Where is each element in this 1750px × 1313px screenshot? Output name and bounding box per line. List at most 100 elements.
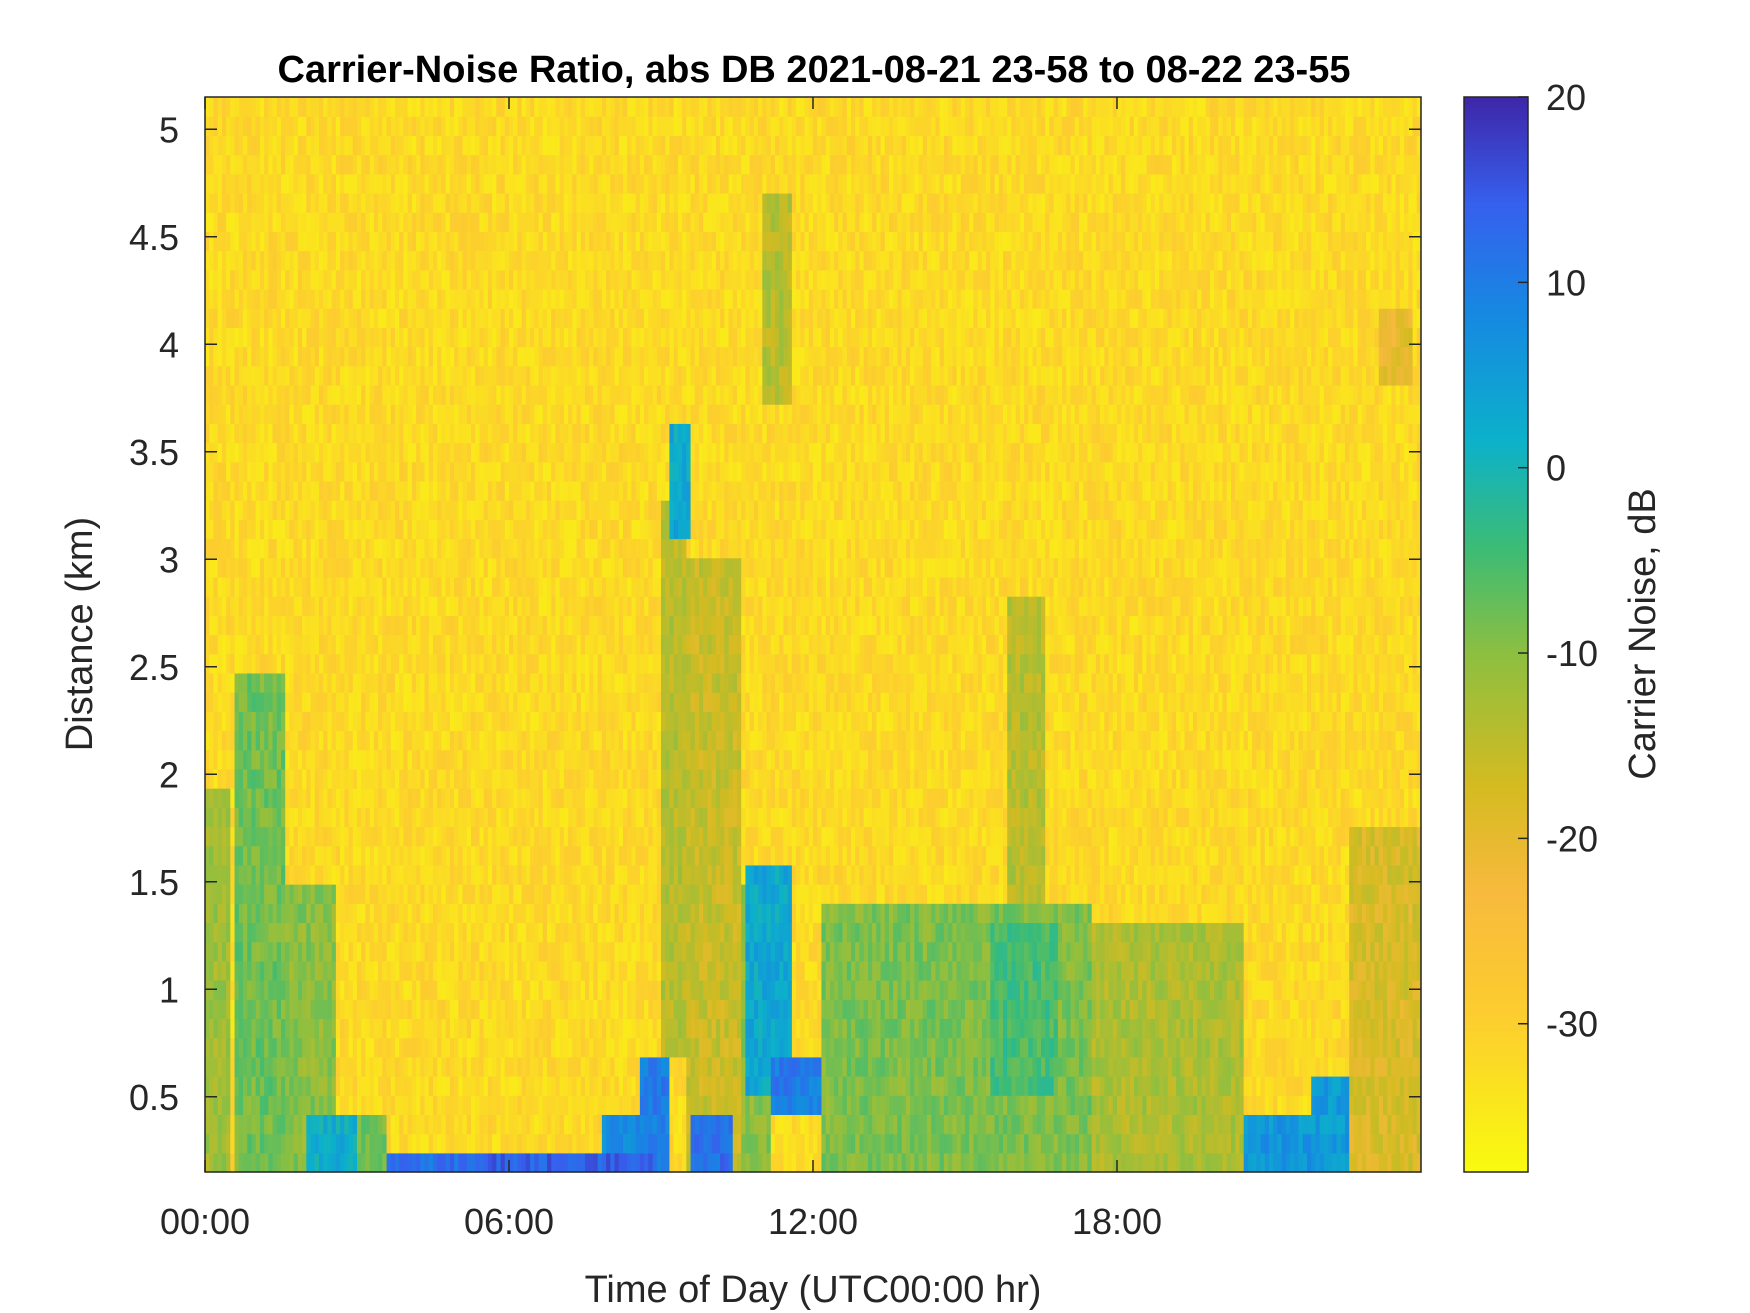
heatmap-cell [543, 750, 548, 770]
heatmap-cell [365, 404, 370, 424]
heatmap-cell [298, 922, 303, 942]
heatmap-cell [454, 1057, 459, 1077]
heatmap-cell [555, 654, 560, 674]
heatmap-cell [530, 730, 535, 750]
heatmap-cell [277, 1057, 282, 1077]
heatmap-cell [420, 212, 425, 232]
heatmap-cell [484, 577, 489, 597]
heatmap-cell [517, 942, 522, 962]
heatmap-cell [353, 289, 358, 309]
heatmap-cell [475, 289, 480, 309]
heatmap-cell [420, 155, 425, 175]
heatmap-cell [555, 97, 560, 117]
heatmap-cell [560, 1076, 565, 1096]
heatmap-cell [344, 635, 349, 655]
heatmap-cell [522, 1038, 527, 1058]
heatmap-cell [365, 788, 370, 808]
heatmap-cell [467, 615, 472, 635]
heatmap-cell [247, 1018, 252, 1038]
heatmap-cell [315, 635, 320, 655]
heatmap-cell [323, 673, 328, 693]
heatmap-cell [441, 231, 446, 251]
heatmap-cell [446, 615, 451, 635]
heatmap-cell [294, 289, 299, 309]
heatmap-cell [412, 730, 417, 750]
heatmap-cell [226, 730, 231, 750]
heatmap-cell [513, 750, 518, 770]
heatmap-cell [323, 769, 328, 789]
heatmap-cell [539, 961, 544, 981]
heatmap-cell [509, 730, 514, 750]
heatmap-cell [374, 1038, 379, 1058]
heatmap-cell [319, 404, 324, 424]
heatmap-cell [332, 942, 337, 962]
heatmap-cell [306, 922, 311, 942]
heatmap-cell [285, 807, 290, 827]
heatmap-cell [268, 135, 273, 155]
heatmap-cell [530, 251, 535, 271]
heatmap-cell [365, 500, 370, 520]
heatmap-cell [222, 174, 227, 194]
heatmap-cell [323, 366, 328, 386]
heatmap-cell [539, 443, 544, 463]
heatmap-cell [209, 654, 214, 674]
heatmap-cell [577, 769, 582, 789]
heatmap-cell [534, 922, 539, 942]
heatmap-cell [349, 308, 354, 328]
heatmap-cell [209, 97, 214, 117]
heatmap-cell [403, 327, 408, 347]
heatmap-cell [395, 174, 400, 194]
heatmap-cell [543, 289, 548, 309]
heatmap-cell [378, 462, 383, 482]
heatmap-cell [441, 327, 446, 347]
heatmap-cell [247, 135, 252, 155]
heatmap-cell [247, 865, 252, 885]
heatmap-cell [437, 1134, 442, 1154]
heatmap-cell [564, 97, 569, 117]
heatmap-cell [496, 558, 501, 578]
heatmap-cell [226, 462, 231, 482]
heatmap-cell [264, 961, 269, 981]
heatmap-cell [408, 884, 413, 904]
heatmap-cell [323, 1134, 328, 1154]
heatmap-cell [327, 922, 332, 942]
heatmap-cell [218, 903, 223, 923]
heatmap-cell [260, 97, 265, 117]
heatmap-cell [361, 385, 366, 405]
heatmap-cell [374, 174, 379, 194]
heatmap-cell [281, 1114, 286, 1134]
heatmap-cell [408, 826, 413, 846]
heatmap-cell [425, 251, 430, 271]
heatmap-cell [568, 558, 573, 578]
heatmap-cell [264, 519, 269, 539]
heatmap-cell [344, 769, 349, 789]
heatmap-cell [251, 961, 256, 981]
heatmap-cell [273, 462, 278, 482]
heatmap-cell [281, 865, 286, 885]
heatmap-cell [454, 577, 459, 597]
heatmap-cell [264, 558, 269, 578]
heatmap-cell [226, 884, 231, 904]
heatmap-cell [349, 270, 354, 290]
heatmap-cell [539, 615, 544, 635]
heatmap-cell [543, 769, 548, 789]
heatmap-cell [311, 1057, 316, 1077]
heatmap-cell [403, 980, 408, 1000]
heatmap-cell [361, 174, 366, 194]
heatmap-cell [441, 135, 446, 155]
heatmap-cell [277, 980, 282, 1000]
heatmap-cell [433, 1018, 438, 1038]
heatmap-cell [349, 155, 354, 175]
heatmap-cell [399, 385, 404, 405]
heatmap-cell [349, 116, 354, 136]
heatmap-cell [463, 308, 468, 328]
heatmap-cell [294, 327, 299, 347]
heatmap-cell [425, 577, 430, 597]
heatmap-cell [441, 539, 446, 559]
heatmap-cell [264, 270, 269, 290]
heatmap-cell [391, 212, 396, 232]
heatmap-cell [382, 922, 387, 942]
heatmap-cell [399, 366, 404, 386]
heatmap-cell [239, 922, 244, 942]
heatmap-cell [534, 270, 539, 290]
